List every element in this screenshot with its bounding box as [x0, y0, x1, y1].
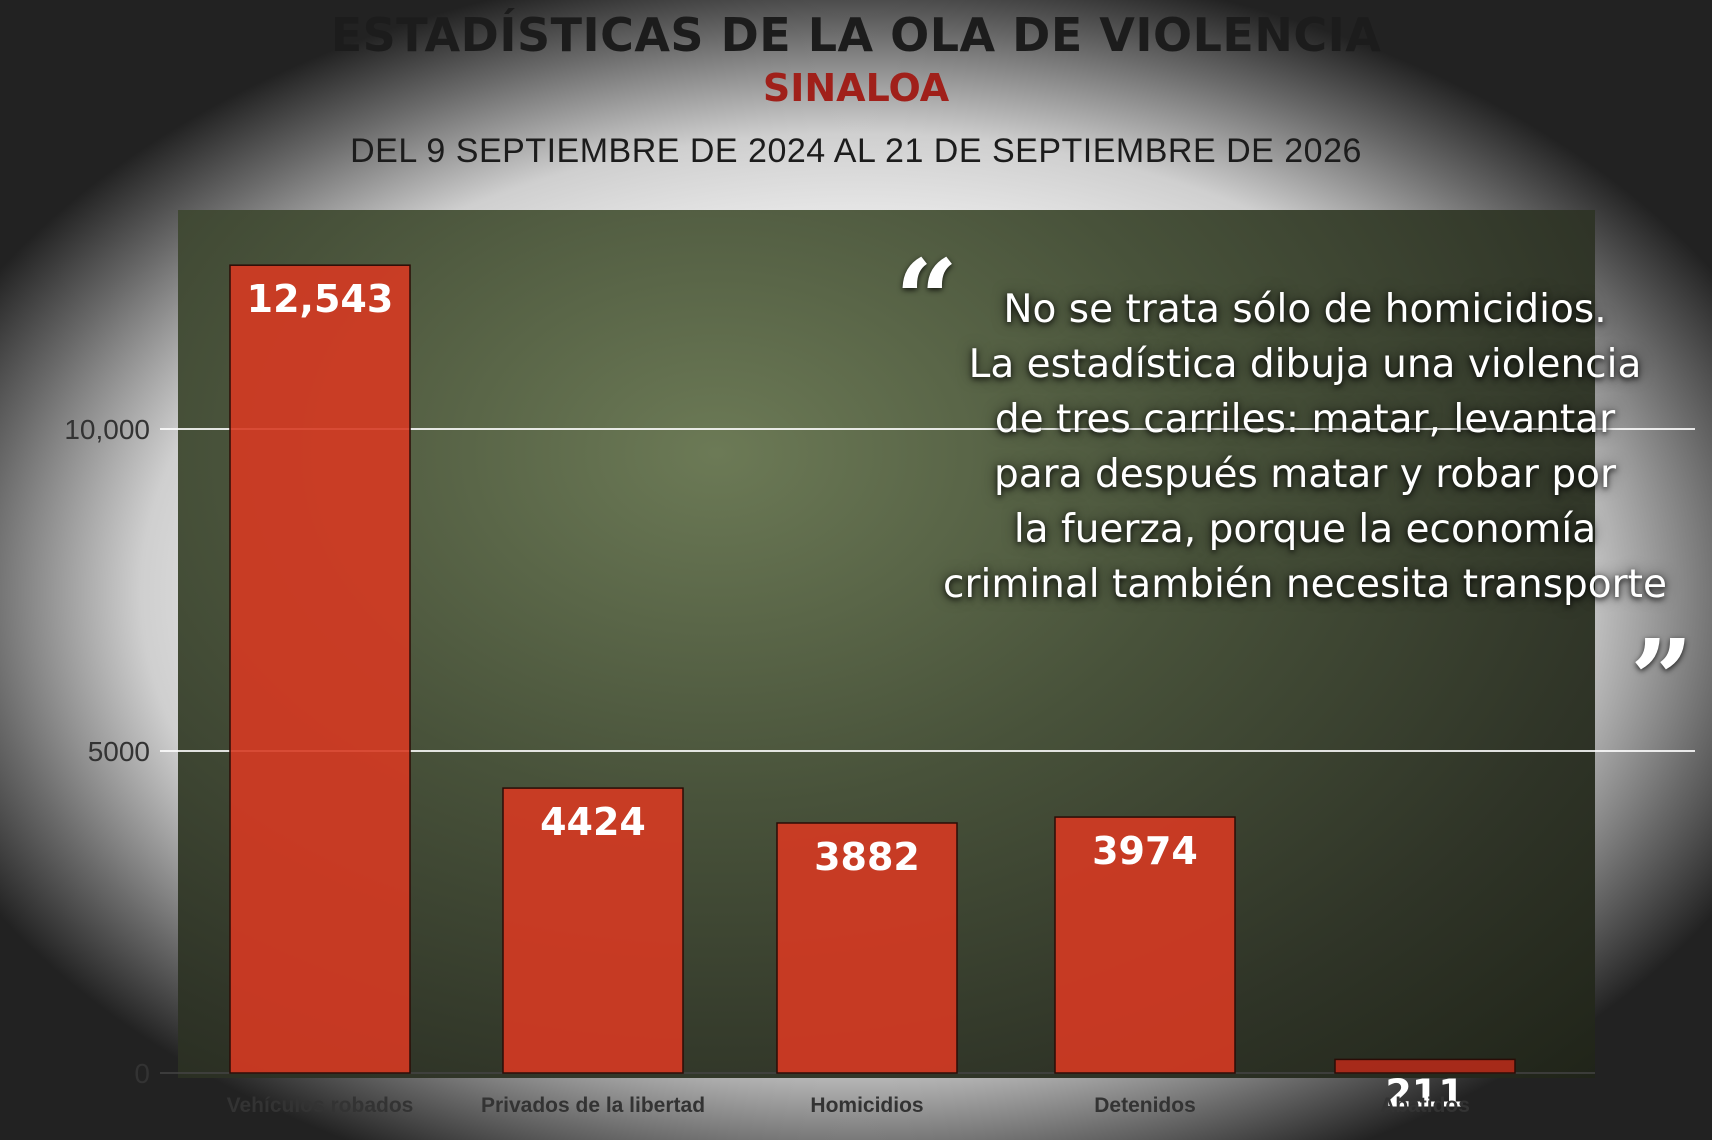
quote-line: la fuerza, porque la economía: [1013, 507, 1597, 552]
chart-subtitle: SINALOA: [762, 66, 950, 110]
quote-line: de tres carriles: matar, levantar: [994, 397, 1616, 442]
y-tick-label: 10,000: [64, 414, 150, 445]
y-tick-label: 5000: [88, 736, 150, 767]
chart-title: ESTADÍSTICAS DE LA OLA DE VIOLENCIA: [330, 8, 1382, 62]
bar: [229, 264, 411, 1074]
quote-line: La estadística dibuja una violencia: [968, 342, 1642, 387]
bar-value-label: 12,543: [247, 277, 394, 321]
y-tick-label: 0: [134, 1058, 150, 1089]
x-category-label: Abatidos: [1380, 1094, 1470, 1117]
close-quote-icon: ”: [1630, 615, 1694, 744]
x-category-label: Detenidos: [1094, 1094, 1196, 1117]
quote-line: No se trata sólo de homicidios.: [1003, 287, 1607, 332]
x-category-label: Vehículos robados: [227, 1094, 414, 1117]
open-quote-icon: “: [895, 235, 959, 364]
bar: [1054, 816, 1236, 1074]
x-category-label: Privados de la libertad: [481, 1094, 705, 1117]
quote-line: para después matar y robar por: [993, 452, 1616, 497]
bar-value-label: 4424: [540, 800, 646, 844]
bar-value-label: 3974: [1092, 829, 1198, 873]
quote-text: No se trata sólo de homicidios. La estad…: [910, 282, 1700, 612]
labels: 0 5000 10,000 12,543 Vehículos robados 4424 Pr…: [64, 277, 1470, 1117]
bar: [1334, 1058, 1516, 1074]
quote-line: criminal también necesita transporte: [943, 562, 1667, 607]
date-range: DEL 9 SEPTIEMBRE DE 2024 AL 21 DE SEPTIE…: [350, 132, 1362, 170]
bars: [229, 264, 1516, 1074]
bar: [502, 787, 684, 1074]
bar: [776, 822, 958, 1074]
bar-value-label: 3882: [814, 835, 920, 879]
bar-value-label: 211: [1385, 1071, 1464, 1115]
x-category-label: Homicidios: [810, 1094, 923, 1117]
